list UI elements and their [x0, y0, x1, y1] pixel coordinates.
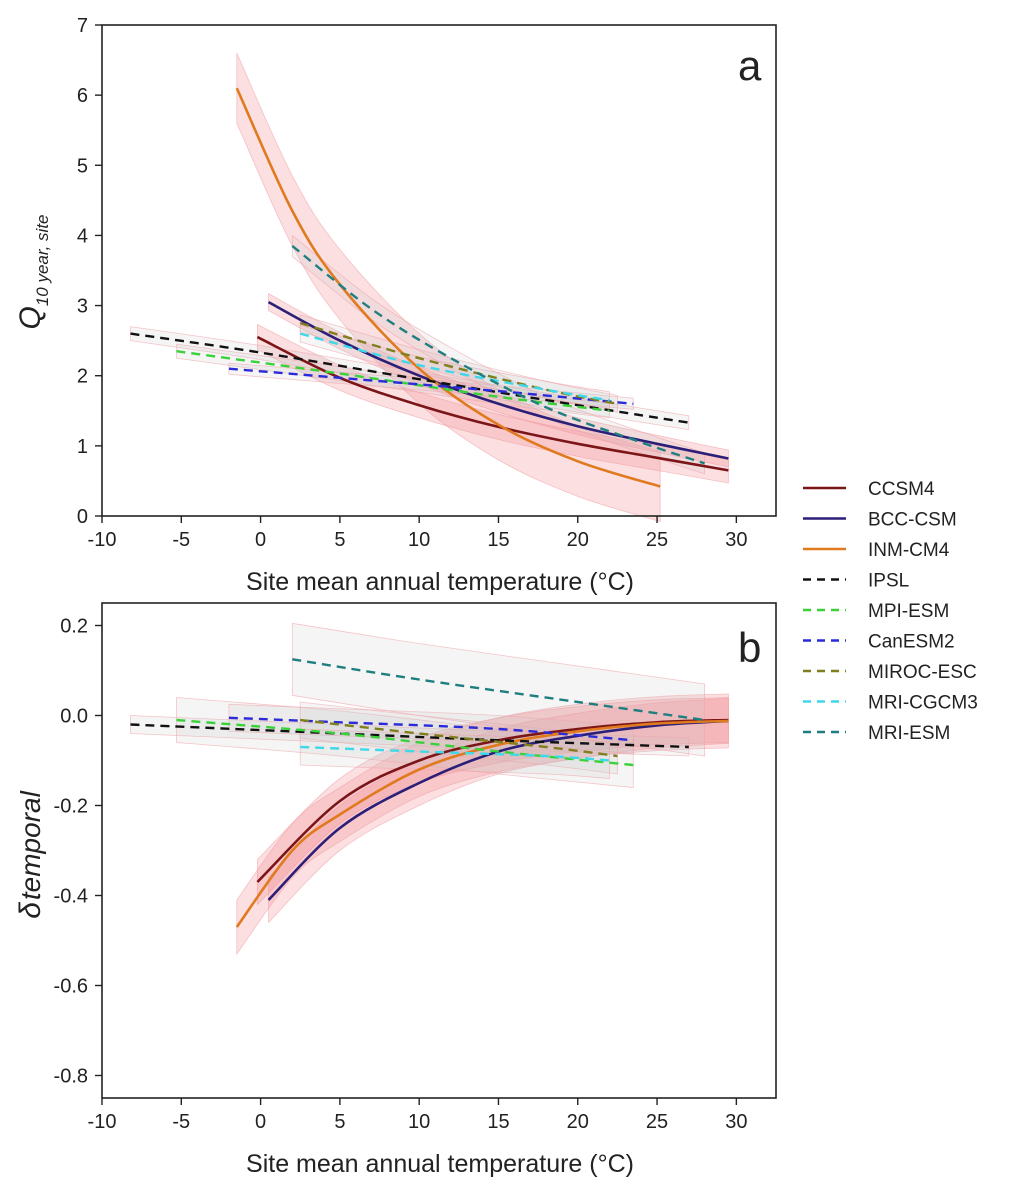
legend-label-mri-cgcm3: MRI-CGCM3 [868, 693, 978, 714]
legend-label-mpi-esm: MPI-ESM [868, 601, 949, 622]
series-line-inm-cm4 [235, 719, 729, 928]
x-tick-label: -5 [172, 529, 190, 551]
legend-label-miroc-esc: MIROC-ESC [868, 662, 977, 683]
x-tick-label: 0 [255, 1111, 266, 1133]
y-tick-label: 0.2 [60, 616, 88, 638]
x-tick-label: 20 [567, 529, 589, 551]
legend-label-bcc-csm: BCC-CSM [868, 510, 957, 531]
panel-a: -10 -5 0 5 10 15 20 25 30 0 1 2 3 4 5 6 7 a Site mean a… [14, 15, 777, 596]
x-tick-label: 10 [408, 529, 430, 551]
legend-label-canesm2: CanESM2 [868, 632, 955, 653]
x-tick-label: 5 [334, 529, 345, 551]
panel-a-y-axis-label-sub: 10 year, site [33, 214, 52, 306]
band-inm-cm4 [236, 693, 729, 956]
y-tick-label: -0.4 [54, 886, 88, 908]
series-line-miroc-esc [300, 718, 618, 758]
panel-b-y-axis-label: δ temporal [14, 790, 47, 918]
panel-a-x-ticks: -10 -5 0 5 10 15 20 25 30 [88, 516, 747, 551]
panel-a-x-axis-label: Site mean annual temperature (°C) [246, 568, 634, 596]
series-line-mri-cgcm3 [300, 745, 610, 762]
panel-b-y-ticks: 0.2 0.0 -0.2 -0.4 -0.6 -0.8 [54, 616, 102, 1088]
panel-a-plot-frame [101, 24, 777, 517]
y-tick-label: 0 [77, 506, 88, 528]
x-tick-label: -5 [172, 1111, 190, 1133]
y-tick-label: 6 [77, 85, 88, 107]
band-inm-cm4 [236, 52, 661, 523]
panel-a-y-ticks: 0 1 2 3 4 5 6 7 [77, 15, 102, 528]
x-tick-label: 15 [487, 1111, 509, 1133]
legend: CCSM4 BCC-CSM INM-CM4 IPSL MPI-ESM CanESM2 MIR… [803, 479, 978, 744]
band-mri-esm [291, 622, 705, 757]
x-tick-label: 5 [334, 1111, 345, 1133]
band-ipsl [130, 715, 690, 757]
x-tick-label: 20 [567, 1111, 589, 1133]
y-tick-label: -0.8 [54, 1066, 88, 1088]
panel-b-y-axis-label-main: δ [14, 902, 47, 919]
panel-b-letter: b [738, 624, 761, 671]
x-tick-label: 30 [725, 529, 747, 551]
series-line-mri-esm [291, 244, 705, 465]
panel-a-series-lines [130, 87, 729, 488]
series-line-canesm2 [228, 367, 634, 405]
panel-b-y-axis-label-sub: temporal [15, 790, 46, 900]
x-tick-label: 10 [408, 1111, 430, 1133]
series-line-canesm2 [228, 716, 634, 742]
y-tick-label: 4 [77, 225, 88, 247]
series-line-ipsl [130, 723, 689, 749]
panel-b-confidence-bands [130, 622, 729, 956]
panel-b-series-lines [130, 658, 729, 928]
x-tick-label: 25 [646, 1111, 668, 1133]
panel-b-x-ticks: -10 -5 0 5 10 15 20 25 30 [88, 1098, 747, 1133]
series-line-mpi-esm [176, 350, 610, 412]
series-line-inm-cm4 [235, 87, 661, 488]
y-tick-label: -0.6 [54, 976, 88, 998]
x-tick-label: -10 [88, 1111, 117, 1133]
series-line-miroc-esc [299, 321, 618, 405]
x-tick-label: 30 [725, 1111, 747, 1133]
y-tick-label: 3 [77, 296, 88, 318]
series-line-mri-cgcm3 [299, 332, 610, 402]
band-canesm2 [228, 703, 634, 755]
panel-a-y-axis-label-main: Q [14, 306, 47, 329]
y-tick-label: 0.0 [60, 706, 88, 728]
panel-b: -10 -5 0 5 10 15 20 25 30 0.2 0.0 -0.2 -0.4 -0.6 -0.8… [14, 602, 777, 1178]
panel-a-confidence-bands [130, 52, 729, 523]
y-tick-label: 7 [77, 15, 88, 37]
y-tick-label: -0.2 [54, 796, 88, 818]
series-line-bcc-csm [267, 719, 729, 901]
legend-label-mri-esm: MRI-ESM [868, 723, 950, 744]
legend-label-ccsm4: CCSM4 [868, 479, 935, 500]
panel-b-x-axis-label: Site mean annual temperature (°C) [246, 1150, 634, 1178]
series-line-mri-esm [292, 658, 705, 722]
legend-label-inm-cm4: INM-CM4 [868, 540, 950, 561]
x-tick-label: 25 [646, 529, 668, 551]
series-line-mpi-esm [176, 718, 634, 767]
x-tick-label: 15 [487, 529, 509, 551]
panel-a-letter: a [738, 42, 762, 89]
panel-a-y-axis-label: Q10 year, site [14, 214, 52, 329]
panel-b-plot-frame [101, 602, 777, 1099]
y-tick-label: 2 [77, 366, 88, 388]
x-tick-label: 0 [255, 529, 266, 551]
series-line-bcc-csm [267, 300, 729, 460]
legend-label-ipsl: IPSL [868, 571, 909, 592]
x-tick-label: -10 [88, 529, 117, 551]
y-tick-label: 5 [77, 155, 88, 177]
y-tick-label: 1 [77, 436, 88, 458]
